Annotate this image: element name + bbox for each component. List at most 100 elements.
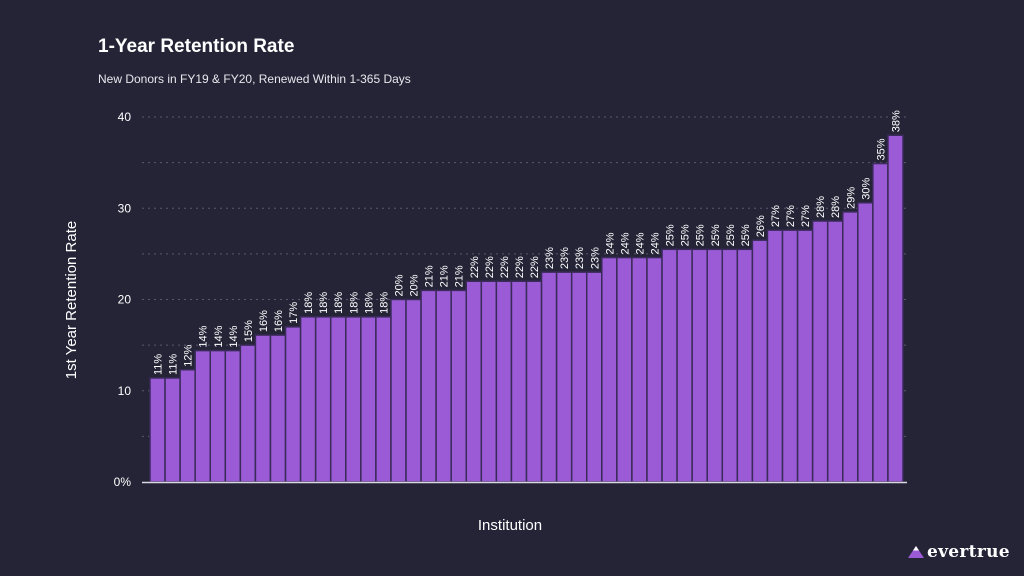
bar [284,326,302,483]
bar [375,316,392,483]
bar-data-label: 21% [424,265,436,287]
bar-data-label: 21% [439,265,451,287]
bar [811,220,829,483]
bar [857,202,874,483]
bar-data-label: 25% [680,224,692,246]
bar-data-label: 14% [198,325,210,347]
bar [872,162,889,483]
bar-data-label: 26% [755,215,767,237]
bar [390,298,407,483]
bar-data-label: 21% [454,265,466,287]
bar [601,256,618,483]
bar [360,316,377,483]
bar-data-label: 24% [619,232,631,254]
bar-data-label: 20% [393,274,405,296]
bar-data-label: 28% [830,196,842,218]
y-axis-label: 1st Year Retention Rate [63,221,80,379]
bar [706,248,724,483]
bar-data-label: 22% [529,256,541,278]
bar [796,229,814,483]
bar [314,316,332,483]
bar-data-label: 38% [890,110,902,132]
bar-data-label: 27% [785,205,797,227]
bar [510,280,528,483]
bar-data-label: 25% [725,224,737,246]
bar [540,271,558,483]
y-tick-label: 20 [118,293,132,307]
bar-data-label: 25% [665,224,677,246]
bar [661,248,678,483]
bar-data-label: 14% [213,325,225,347]
bar-data-label: 22% [499,256,511,278]
bar-data-label: 25% [710,224,722,246]
y-tick-label: 0% [114,475,132,489]
bar-data-label: 11% [153,354,165,375]
bar [631,256,648,483]
bar-data-label: 22% [484,256,496,278]
bar [435,289,452,483]
bar-data-label: 18% [318,292,330,314]
bar [345,316,362,483]
bar-data-label: 24% [604,232,616,254]
bar-data-label: 15% [243,320,255,342]
bar-data-label: 25% [695,224,707,246]
bar-data-label: 12% [183,345,195,367]
bar [450,289,468,483]
y-ticks: 0% 10 20 30 40 [114,110,132,489]
bar-data-label: 23% [574,247,586,269]
bar-labels: 11% 11% 12%14% 14% 14% 15% 16% 16% 17% 18% 18% 18% 1… [153,110,903,375]
bar [646,256,663,483]
y-tick-label: 30 [118,201,132,215]
bar [555,271,573,483]
bar-data-label: 28% [815,196,827,218]
bar [525,280,543,483]
logo-text: evertrue [927,542,1010,562]
bar [676,248,693,483]
bar [721,248,739,483]
bar [495,280,513,483]
bar-data-label: 27% [800,205,812,227]
bar [842,211,859,483]
bar [616,256,633,483]
bar [224,349,242,483]
bar-data-label: 14% [228,325,240,347]
bar-data-label: 22% [469,256,481,278]
y-tick-label: 10 [118,384,132,398]
bar-data-label: 35% [875,138,887,160]
bar [269,334,287,483]
bar-data-label: 23% [544,247,556,269]
chart-subtitle: New Donors in FY19 & FY20, Renewed Withi… [98,72,411,86]
bar-data-label: 23% [559,247,571,269]
bar-data-label: 16% [273,310,285,332]
bar [751,239,769,483]
bar [179,369,196,483]
bar [691,248,708,483]
bar-data-label: 20% [409,274,421,296]
bar [420,289,437,483]
bar-data-label: 17% [288,302,300,324]
bar [766,229,784,483]
bar-data-label: 11% [168,354,180,375]
chart-title: 1-Year Retention Rate [98,36,295,57]
bar [164,377,181,483]
bar-data-label: 22% [514,256,526,278]
bar [299,316,317,483]
bar [585,271,603,483]
bars [149,134,904,483]
bar-data-label: 25% [740,224,752,246]
bar [465,280,483,483]
bar [209,349,227,483]
bar [254,334,272,483]
bar-data-label: 18% [303,292,315,314]
bar-data-label: 30% [860,178,872,200]
evertrue-logo: evertrue [908,542,1010,562]
bar [826,220,844,483]
bar [781,229,799,483]
bar-data-label: 18% [348,292,360,314]
bar-data-label: 24% [650,232,662,254]
bar [480,280,498,483]
bar-data-label: 16% [258,310,270,332]
bar [736,248,754,483]
bar [570,271,588,483]
